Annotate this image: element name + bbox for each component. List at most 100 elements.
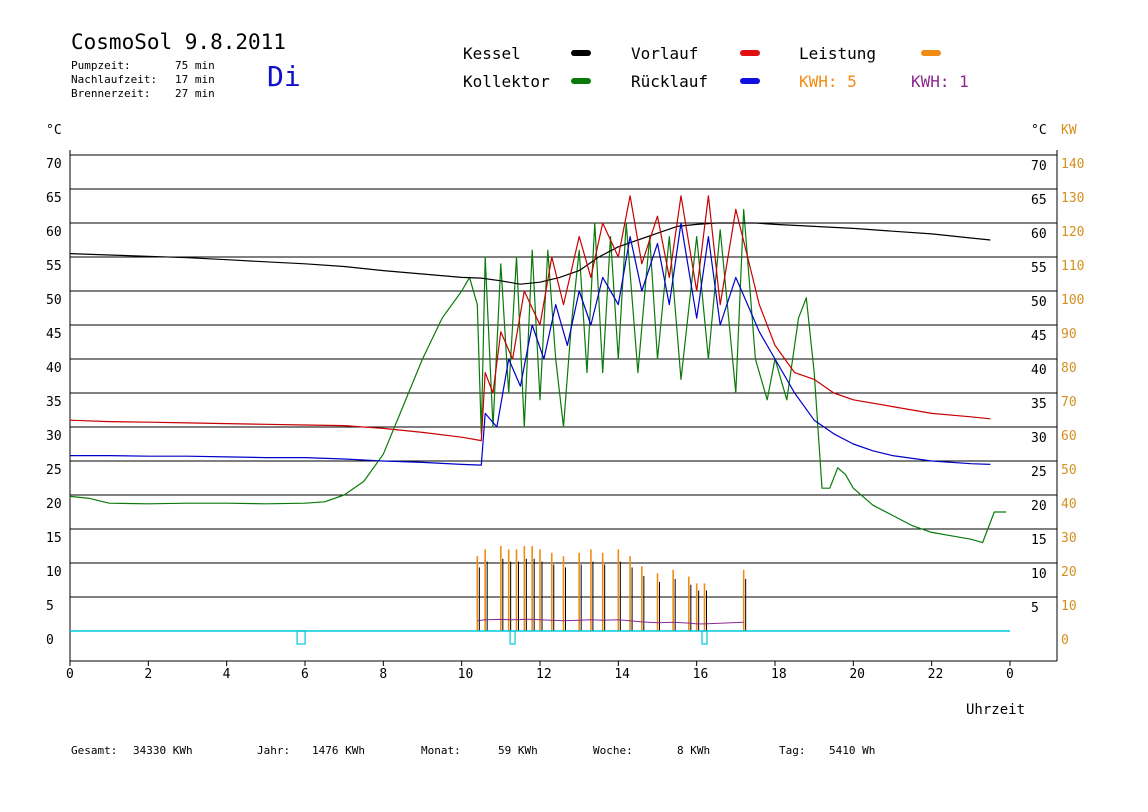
chart-title: CosmoSol 9.8.2011 <box>71 30 286 54</box>
legend-kollektor-label: Kollektor <box>463 72 550 91</box>
legend-ruecklauf-swatch <box>740 78 760 84</box>
y-tick-label-left: 55 <box>46 259 62 274</box>
kwh-trace <box>477 618 744 625</box>
y2-tick-label: 70 <box>1061 395 1077 410</box>
weekday-label: Di <box>267 60 301 93</box>
y2-tick-label: 30 <box>1061 531 1077 546</box>
y-tick-label-right: 25 <box>1031 465 1047 480</box>
axes: 0 2 4 6 8 10 12 14 16 18 20 22 005101520253035404550… <box>46 150 1084 682</box>
footer-label-woche: Woche: <box>593 744 633 757</box>
y-tick-label-left: 35 <box>46 395 62 410</box>
x-tick-label: 0 <box>66 667 74 682</box>
y-tick-label-left: 65 <box>46 191 62 206</box>
y-tick-label-left: 25 <box>46 463 62 478</box>
y-tick-label-right: 40 <box>1031 363 1047 378</box>
legend-vorlauf-swatch <box>740 50 760 56</box>
y2-tick-label: 100 <box>1061 293 1084 308</box>
y2-tick-label: 120 <box>1061 225 1084 240</box>
y-tick-label-right: 60 <box>1031 227 1047 242</box>
legend-ruecklauf-label: Rücklauf <box>631 72 709 91</box>
info-value-nachlaufzeit: 17 min <box>175 73 215 86</box>
legend-kessel-label: Kessel <box>463 44 521 63</box>
y-tick-label-left: 70 <box>46 157 62 172</box>
baseline-marker <box>296 630 306 645</box>
legend-kollektor-swatch <box>571 78 591 84</box>
y-tick-label-left: 60 <box>46 225 62 240</box>
x-tick-label: 18 <box>771 667 787 682</box>
x-tick-label: 6 <box>301 667 309 682</box>
y-tick-label-left: 20 <box>46 497 62 512</box>
y2-tick-label: 90 <box>1061 327 1077 342</box>
y-tick-label-left: 40 <box>46 361 62 376</box>
y-tick-label-left: 15 <box>46 531 62 546</box>
y2-tick-label: 80 <box>1061 361 1077 376</box>
y-tick-label-right: 45 <box>1031 329 1047 344</box>
y-tick-label-left: 45 <box>46 327 62 342</box>
y2-tick-label: 0 <box>1061 633 1069 648</box>
x-tick-label: 14 <box>614 667 630 682</box>
info-label-brennerzeit: Brennerzeit: <box>71 87 151 100</box>
info-label-nachlaufzeit: Nachlaufzeit: <box>71 73 158 86</box>
y-tick-label-left: 50 <box>46 293 62 308</box>
y-tick-label-left: 10 <box>46 565 62 580</box>
info-value-brennerzeit: 27 min <box>175 87 215 100</box>
x-tick-label: 4 <box>223 667 231 682</box>
y2-tick-label: 60 <box>1061 429 1077 444</box>
grid-lines <box>70 154 1057 598</box>
x-tick-label: 22 <box>928 667 944 682</box>
info-label-pumpzeit: Pumpzeit: <box>71 59 131 72</box>
y-tick-label-right: 50 <box>1031 295 1047 310</box>
y2-tick-label: 40 <box>1061 497 1077 512</box>
footer-label-tag: Tag: <box>779 744 806 757</box>
footer-value-woche: 8 KWh <box>677 744 711 757</box>
legend-leistung-label: Leistung <box>799 44 877 63</box>
x-tick-label: 10 <box>458 667 474 682</box>
baseline-layer <box>70 630 1010 645</box>
legend-kwh-a: KWH: 5 <box>799 72 857 91</box>
series-line-vorlauf <box>69 195 991 442</box>
y2-tick-label: 130 <box>1061 191 1084 206</box>
y2-tick-label: 10 <box>1061 599 1077 614</box>
footer-value-gesamt: 34330 KWh <box>133 744 193 757</box>
y2-tick-label: 140 <box>1061 157 1084 172</box>
y2-axis-label: KW <box>1061 123 1077 138</box>
y-tick-label-right: 70 <box>1031 159 1047 174</box>
y-tick-label-right: 65 <box>1031 193 1047 208</box>
x-axis-label: Uhrzeit <box>966 702 1025 718</box>
legend-kwh-b: KWH: 1 <box>911 72 969 91</box>
series-line-kessel <box>69 222 991 285</box>
y2-tick-label: 20 <box>1061 565 1077 580</box>
legend-vorlauf-label: Vorlauf <box>631 44 699 63</box>
baseline-marker <box>509 630 516 645</box>
footer-label-monat: Monat: <box>421 744 461 757</box>
y2-tick-label: 110 <box>1061 259 1084 274</box>
y-tick-label-right: 30 <box>1031 431 1047 446</box>
footer-value-tag: 5410 Wh <box>829 744 876 757</box>
y-axis-label-right: °C <box>1031 123 1047 138</box>
series-lines <box>69 195 1007 631</box>
x-tick-label: 2 <box>144 667 152 682</box>
y-tick-label-right: 5 <box>1031 601 1039 616</box>
series-line-kollektor <box>69 208 1007 544</box>
series-line-rücklauf <box>70 222 991 466</box>
footer-label-jahr: Jahr: <box>257 744 291 757</box>
footer-value-monat: 59 KWh <box>498 744 538 757</box>
y-tick-label-left: 30 <box>46 429 62 444</box>
y-tick-label-right: 15 <box>1031 533 1047 548</box>
x-tick-label: 12 <box>536 667 552 682</box>
legend-kessel-swatch <box>571 50 591 56</box>
x-tick-label: 16 <box>693 667 709 682</box>
y-tick-label-right: 35 <box>1031 397 1047 412</box>
y2-tick-label: 50 <box>1061 463 1077 478</box>
footer-value-jahr: 1476 KWh <box>312 744 365 757</box>
y-tick-label-left: 0 <box>46 633 54 648</box>
y-tick-label-right: 10 <box>1031 567 1047 582</box>
y-tick-label-left: 5 <box>46 599 54 614</box>
info-value-pumpzeit: 75 min <box>175 59 215 72</box>
y-tick-label-right: 20 <box>1031 499 1047 514</box>
x-tick-label: 8 <box>379 667 387 682</box>
legend-leistung-swatch <box>921 50 941 56</box>
y-tick-label-right: 55 <box>1031 261 1047 276</box>
x-tick-label: 0 <box>1006 667 1014 682</box>
